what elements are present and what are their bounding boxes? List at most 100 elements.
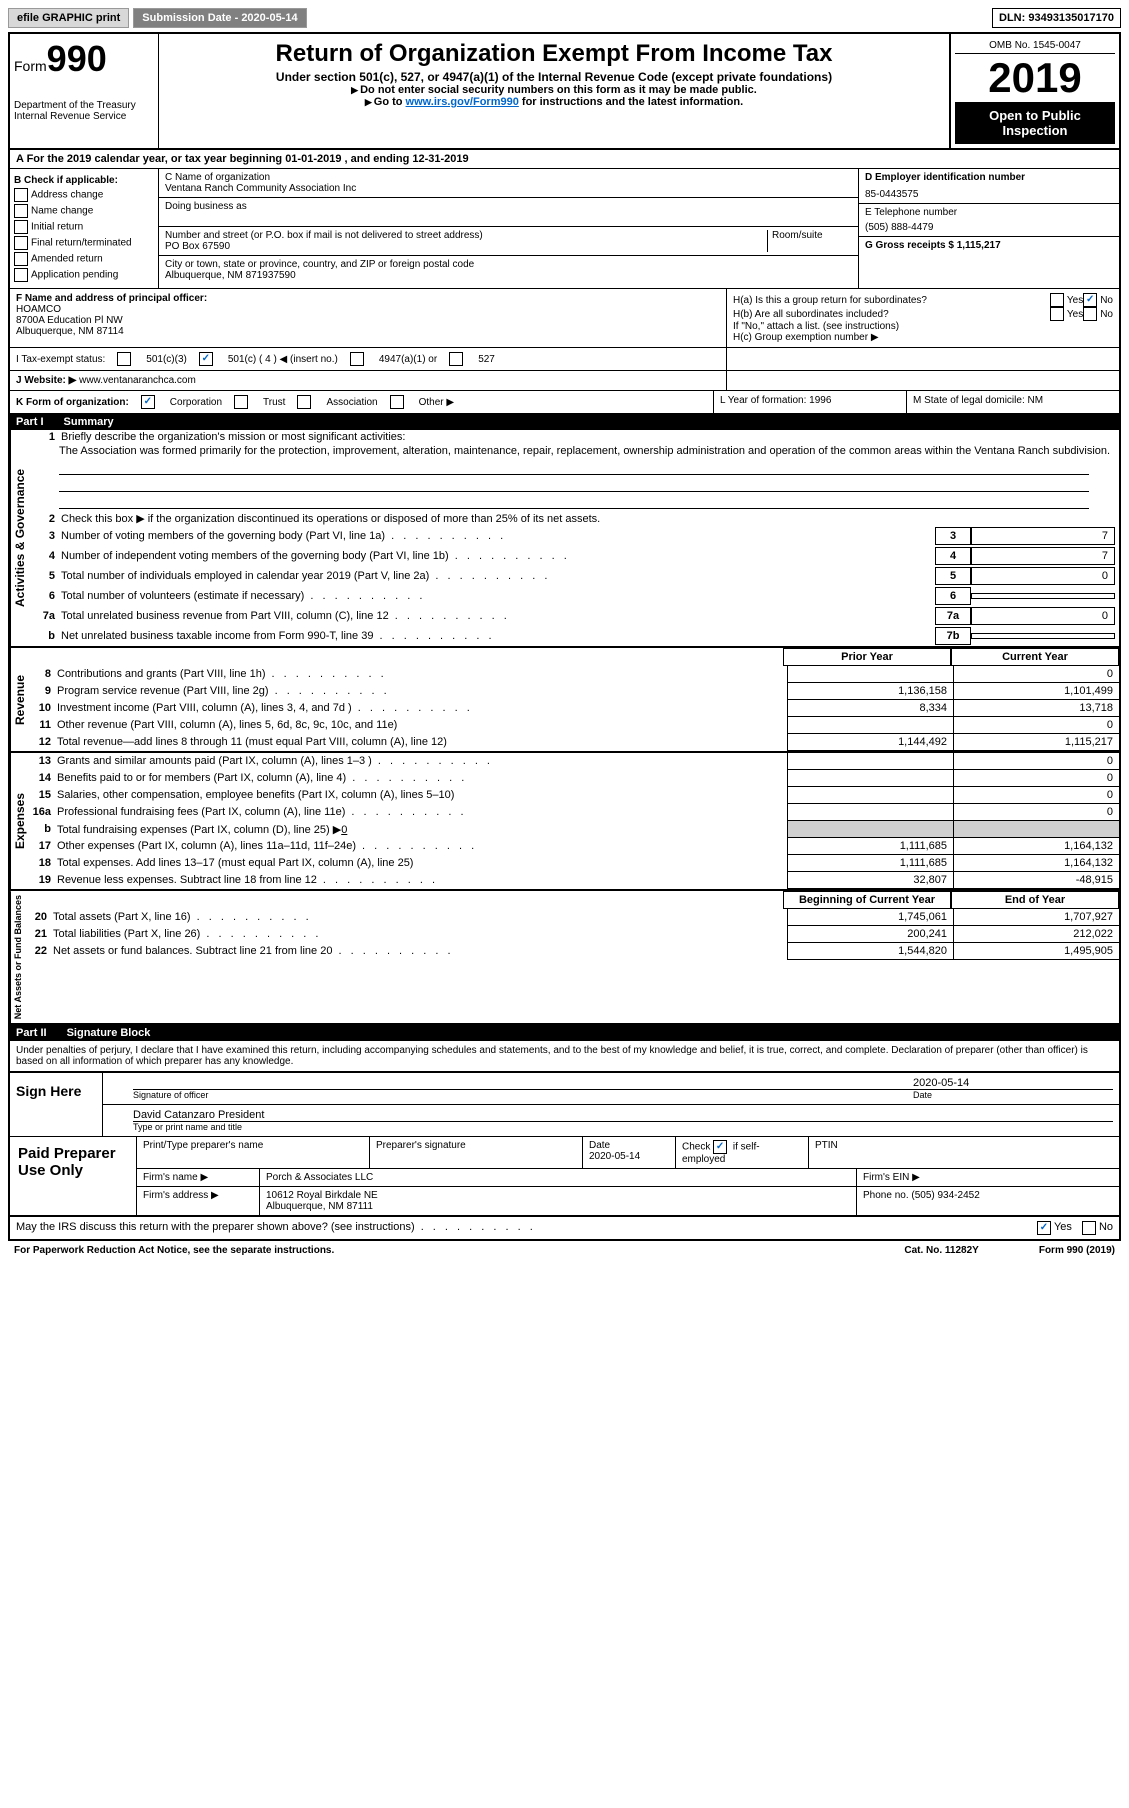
line-num-3: 3 — [33, 530, 61, 542]
part1-header: Part I Summary — [10, 414, 1119, 430]
line-17-current: 1,164,132 — [953, 838, 1119, 855]
line-12-prior: 1,144,492 — [787, 734, 953, 751]
assoc-label: Association — [326, 397, 377, 408]
527-checkbox[interactable] — [449, 352, 463, 366]
address-change-checkbox[interactable] — [14, 188, 28, 202]
mission-line-1 — [59, 460, 1089, 475]
trust-checkbox[interactable] — [234, 395, 248, 409]
penalty-statement: Under penalties of perjury, I declare th… — [10, 1041, 1119, 1071]
phone: (505) 888-4479 — [865, 222, 1113, 233]
part2-num: Part II — [16, 1027, 47, 1039]
form-label: Form — [14, 58, 47, 74]
ha-no-checkbox[interactable] — [1083, 293, 1097, 307]
row-i: I Tax-exempt status: 501(c)(3) 501(c) ( … — [10, 348, 1119, 371]
org-name: Ventana Ranch Community Association Inc — [165, 183, 852, 194]
line-num-4: 4 — [33, 550, 61, 562]
line-4-val: 7 — [971, 547, 1115, 565]
form-header: Form990 Department of the Treasury Inter… — [10, 34, 1119, 150]
4947-label: 4947(a)(1) or — [379, 354, 437, 365]
paid-preparer-label: Paid Preparer Use Only — [10, 1137, 136, 1215]
line-11-prior — [787, 717, 953, 734]
name-change-checkbox[interactable] — [14, 204, 28, 218]
line-8-current: 0 — [953, 666, 1119, 683]
prep-sig-label: Preparer's signature — [370, 1137, 583, 1168]
mission-line-3 — [59, 494, 1089, 509]
city-label: City or town, state or province, country… — [165, 259, 852, 270]
line-15-prior — [787, 787, 953, 804]
line-num-5: 5 — [33, 570, 61, 582]
line-16b-val: 0 — [341, 824, 347, 836]
line-21-end: 212,022 — [953, 926, 1119, 943]
irs-link[interactable]: www.irs.gov/Form990 — [406, 96, 519, 108]
line-17-prior: 1,111,685 — [787, 838, 953, 855]
hb-no-checkbox[interactable] — [1083, 307, 1097, 321]
street-label: Number and street (or P.O. box if mail i… — [165, 230, 767, 241]
line-num-7b: b — [33, 630, 61, 642]
assoc-checkbox[interactable] — [297, 395, 311, 409]
line-3-val: 7 — [971, 527, 1115, 545]
header-left: Form990 Department of the Treasury Inter… — [10, 34, 159, 148]
hb-yes-checkbox[interactable] — [1050, 307, 1064, 321]
line-3-num: 3 — [935, 527, 971, 545]
phone-label: E Telephone number — [865, 207, 1113, 218]
501c-checkbox[interactable] — [199, 352, 213, 366]
pending-checkbox[interactable] — [14, 268, 28, 282]
final-return-checkbox[interactable] — [14, 236, 28, 250]
netassets-vertical: Net Assets or Fund Balances — [10, 891, 25, 1023]
line-7a-text: Total unrelated business revenue from Pa… — [61, 610, 935, 622]
prep-name-label: Print/Type preparer's name — [137, 1137, 370, 1168]
line-8-prior — [787, 666, 953, 683]
line-7a-val: 0 — [971, 607, 1115, 625]
501c3-checkbox[interactable] — [117, 352, 131, 366]
form-number: 990 — [47, 38, 107, 79]
submission-date-button[interactable]: Submission Date - 2020-05-14 — [133, 8, 306, 28]
line-15-text: Salaries, other compensation, employee b… — [57, 787, 787, 804]
end-year-header: End of Year — [951, 891, 1119, 909]
part1-num: Part I — [16, 416, 44, 428]
line-20-text: Total assets (Part X, line 16) — [53, 909, 787, 926]
hb-note: If "No," attach a list. (see instruction… — [733, 321, 1113, 332]
efile-button[interactable]: efile GRAPHIC print — [8, 8, 129, 28]
4947-checkbox[interactable] — [350, 352, 364, 366]
part2-header: Part II Signature Block — [10, 1025, 1119, 1041]
discuss-no-checkbox[interactable] — [1082, 1221, 1096, 1235]
line-5-num: 5 — [935, 567, 971, 585]
expenses-vertical: Expenses — [10, 753, 29, 889]
line-11-text: Other revenue (Part VIII, column (A), li… — [57, 717, 787, 734]
row-f-h: F Name and address of principal officer:… — [10, 289, 1119, 348]
line-12-current: 1,115,217 — [953, 734, 1119, 751]
line-7b-text: Net unrelated business taxable income fr… — [61, 630, 935, 642]
line-21-text: Total liabilities (Part X, line 26) — [53, 926, 787, 943]
ha-yes-checkbox[interactable] — [1050, 293, 1064, 307]
f-label: F Name and address of principal officer: — [16, 293, 720, 304]
row-a-tax-year: A For the 2019 calendar year, or tax yea… — [10, 150, 1119, 169]
other-checkbox[interactable] — [390, 395, 404, 409]
governance-vertical: Activities & Governance — [10, 430, 29, 646]
prior-current-header: Prior Year Current Year — [29, 648, 1119, 666]
name-change-label: Name change — [31, 206, 93, 217]
mission-line-2 — [59, 477, 1089, 492]
revenue-section: Revenue Prior Year Current Year 8Contrib… — [10, 648, 1119, 753]
line-18-text: Total expenses. Add lines 13–17 (must eq… — [57, 855, 787, 872]
discuss-yes-checkbox[interactable] — [1037, 1221, 1051, 1235]
line-9-text: Program service revenue (Part VIII, line… — [57, 683, 787, 700]
amended-checkbox[interactable] — [14, 252, 28, 266]
street: PO Box 67590 — [165, 241, 767, 252]
line-20-begin: 1,745,061 — [787, 909, 953, 926]
corp-checkbox[interactable] — [141, 395, 155, 409]
goto-suffix: for instructions and the latest informat… — [519, 96, 743, 108]
line-6-val — [971, 593, 1115, 599]
final-return-label: Final return/terminated — [31, 238, 132, 249]
form-subtitle-1: Under section 501(c), 527, or 4947(a)(1)… — [163, 70, 945, 84]
initial-return-checkbox[interactable] — [14, 220, 28, 234]
ein-label: D Employer identification number — [865, 172, 1113, 183]
527-label: 527 — [478, 354, 495, 365]
dept-irs: Internal Revenue Service — [14, 111, 154, 122]
self-employed-checkbox[interactable] — [713, 1140, 727, 1154]
revenue-vertical: Revenue — [10, 648, 29, 751]
line-16b-current — [953, 821, 1119, 838]
firm-name: Porch & Associates LLC — [260, 1169, 857, 1186]
line-18-prior: 1,111,685 — [787, 855, 953, 872]
initial-return-label: Initial return — [31, 222, 83, 233]
part1-title: Summary — [64, 416, 114, 428]
